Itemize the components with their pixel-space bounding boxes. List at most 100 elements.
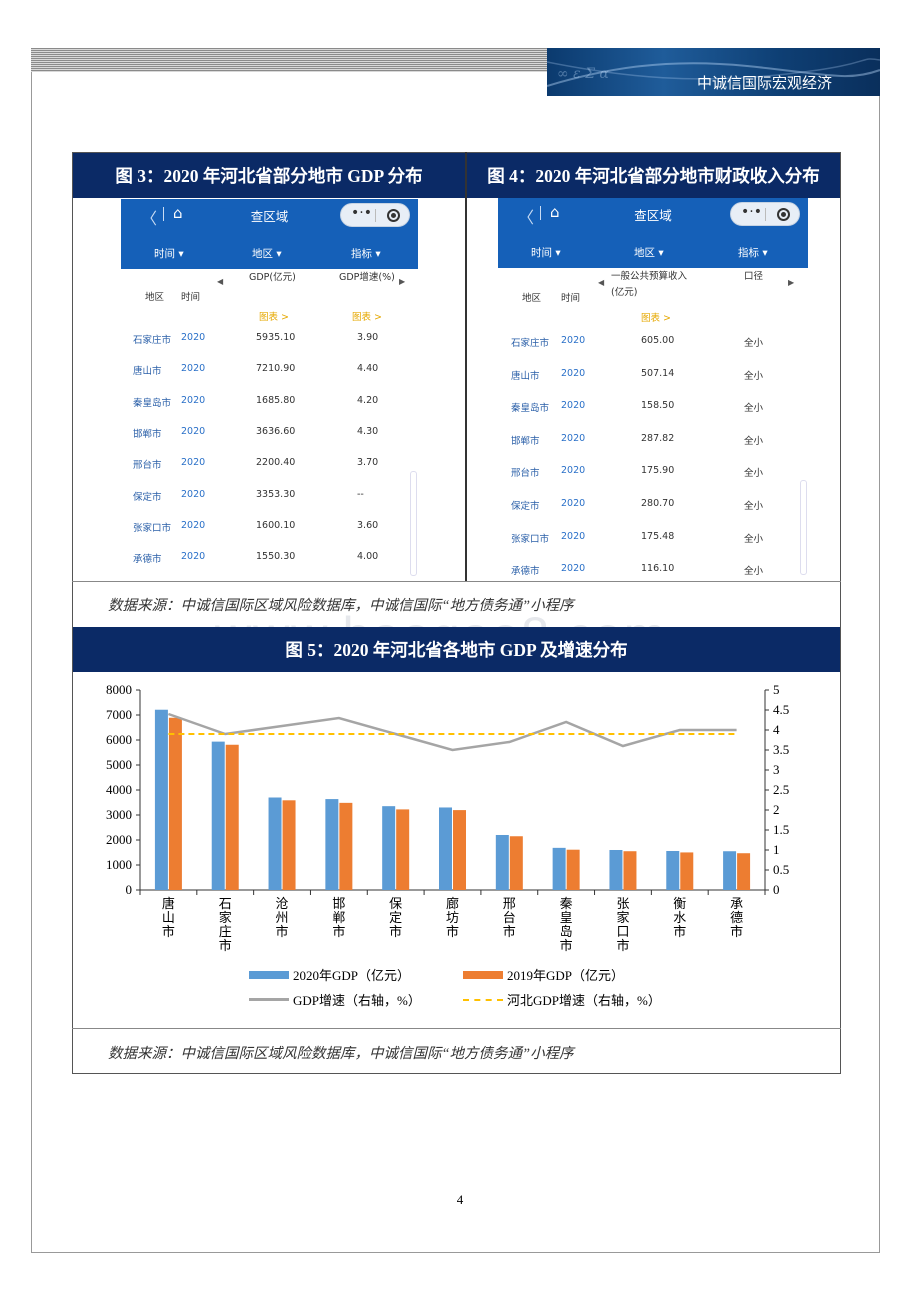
row-region: 承德市 — [133, 554, 162, 566]
legend-label-growth: GDP增速（右轴，%） — [293, 993, 421, 1008]
menu-capsule[interactable]: •·• — [730, 202, 800, 226]
row-year: 2020 — [181, 488, 206, 500]
row-region: 保定市 — [133, 491, 162, 503]
bar-2020-gdp — [382, 806, 396, 890]
row-scope: 全小 — [744, 435, 764, 447]
legend-label-hebei: 河北GDP增速（右轴，%） — [507, 993, 661, 1008]
scroll-left-icon[interactable]: ◀ — [598, 278, 605, 287]
bar-2019-gdp — [168, 717, 182, 890]
row-year: 2020 — [561, 367, 586, 379]
source-bottom-line — [72, 1028, 841, 1029]
row-growth: 4.20 — [357, 394, 379, 406]
row-growth: 4.30 — [357, 425, 379, 437]
bar-2020-gdp — [666, 850, 680, 890]
y2-tick-label: 2.5 — [773, 782, 789, 797]
filter-time[interactable]: 时间 ▾ — [154, 248, 184, 260]
row-year: 2020 — [181, 394, 206, 406]
legend-swatch-2019 — [463, 970, 503, 979]
row-scope: 全小 — [744, 533, 764, 545]
bar-2019-gdp — [509, 836, 523, 890]
scroll-right-icon[interactable]: ▶ — [399, 277, 406, 286]
row-year: 2020 — [181, 519, 206, 531]
bar-2019-gdp — [396, 809, 410, 890]
row-gdp: 1685.80 — [256, 394, 296, 406]
svg-text:∞ ε Σ α: ∞ ε Σ α — [557, 66, 609, 82]
col-header-revenue: 一般公共预算收入 — [611, 271, 688, 282]
x-tick-label: 廊坊市 — [446, 896, 459, 940]
bar-2019-gdp — [225, 744, 239, 890]
header-stripes — [31, 48, 549, 72]
chart-link-revenue[interactable]: 图表 > — [641, 313, 671, 324]
y2-tick-label: 2 — [773, 802, 780, 817]
banner-decoration: ∞ ε Σ α — [547, 58, 880, 87]
filter-indicator[interactable]: 指标 ▾ — [738, 247, 768, 259]
row-revenue: 175.48 — [641, 530, 675, 542]
menu-capsule[interactable]: •·• — [340, 203, 410, 227]
fig4-nav-bar: 〈 ⌂ 查区域 •·• 时间 ▾ 地区 ▾ 指标 ▾ — [498, 198, 808, 268]
filter-region[interactable]: 地区 ▾ — [634, 247, 664, 259]
y-tick-label: 4000 — [106, 782, 132, 797]
x-tick-label: 唐山市 — [162, 896, 175, 940]
fig4-phone-screenshot: 〈 ⌂ 查区域 •·• 时间 ▾ 地区 ▾ 指标 ▾ ◀ ▶ 一般公共预算收入 … — [498, 198, 808, 578]
x-tick-label: 邢台市 — [503, 897, 516, 940]
source-note-2: 数据来源：中诚信国际区域风险数据库，中诚信国际“地方债务通”小程序 — [108, 1046, 574, 1062]
fig5-chart: 0 1000 2000 3000 4000 5000 6000 7000 8000 0 0.5 1 1.… — [106, 682, 789, 954]
legend-gdp-growth: GDP增速（右轴，%） — [249, 990, 421, 1009]
y-tick-label: 0 — [126, 882, 133, 897]
close-target-icon[interactable] — [777, 208, 790, 221]
row-scope: 全小 — [744, 468, 764, 480]
home-icon[interactable]: ⌂ — [173, 204, 183, 222]
nav-separator — [163, 207, 164, 221]
bar-2019-gdp — [737, 853, 751, 890]
header-banner: ∞ ε Σ α 中诚信国际宏观经济 — [547, 48, 880, 96]
bar-2020-gdp — [439, 807, 452, 890]
y2-tick-label: 0 — [773, 882, 780, 897]
back-icon[interactable]: 〈 — [141, 209, 158, 228]
close-target-icon[interactable] — [387, 209, 400, 222]
col-header-time: 时间 — [181, 292, 201, 303]
filter-region[interactable]: 地区 ▾ — [252, 248, 282, 260]
more-icon[interactable]: •·• — [351, 205, 372, 221]
scroll-right-icon[interactable]: ▶ — [788, 278, 795, 287]
row-year: 2020 — [561, 563, 586, 575]
row-growth: 4.40 — [357, 363, 379, 375]
page-number: 4 — [456, 1192, 464, 1207]
row-year: 2020 — [561, 400, 586, 412]
brand-title: 中诚信国际宏观经济 — [696, 75, 832, 92]
row-year: 2020 — [561, 432, 586, 444]
bar-2020-gdp — [723, 851, 737, 890]
row-year: 2020 — [181, 332, 206, 343]
scrollbar[interactable] — [410, 471, 417, 576]
bar-2020-gdp — [268, 797, 282, 890]
legend-2020-gdp: 2020年GDP（亿元） — [249, 965, 410, 984]
filter-indicator[interactable]: 指标 ▾ — [351, 248, 381, 260]
row-growth: -- — [357, 488, 364, 500]
more-icon[interactable]: •·• — [741, 204, 762, 220]
chart-link-gdp[interactable]: 图表 > — [259, 312, 289, 323]
row-scope: 全小 — [744, 566, 764, 578]
legend-swatch-2020 — [249, 970, 289, 979]
row-year: 2020 — [561, 498, 586, 509]
row-year: 2020 — [181, 551, 206, 563]
bar-2019-gdp — [623, 851, 637, 890]
row-region: 石家庄市 — [133, 335, 172, 346]
bar-2020-gdp — [211, 741, 225, 890]
chart-link-growth[interactable]: 图表 > — [352, 312, 382, 323]
y2-tick-label: 5 — [773, 682, 780, 697]
x-tick-label: 衡水市 — [673, 897, 686, 940]
col-header-gdp: GDP(亿元) — [249, 272, 296, 283]
nav-title: 查区域 — [250, 209, 289, 224]
scrollbar[interactable] — [800, 480, 807, 575]
row-gdp: 3353.30 — [256, 488, 296, 500]
filter-time[interactable]: 时间 ▾ — [531, 247, 561, 259]
x-tick-label: 承德市 — [730, 897, 743, 940]
y-tick-label: 3000 — [106, 807, 132, 822]
fig3-title: 图 3：2020 年河北省部分地市 GDP 分布 — [73, 153, 465, 198]
y2-tick-label: 4.5 — [773, 702, 789, 717]
home-icon[interactable]: ⌂ — [550, 203, 560, 221]
legend-hebei-growth: 河北GDP增速（右轴，%） — [463, 990, 661, 1009]
row-gdp: 2200.40 — [256, 457, 296, 469]
scroll-left-icon[interactable]: ◀ — [217, 277, 224, 286]
row-region: 邯郸市 — [511, 435, 540, 447]
back-icon[interactable]: 〈 — [518, 208, 535, 227]
